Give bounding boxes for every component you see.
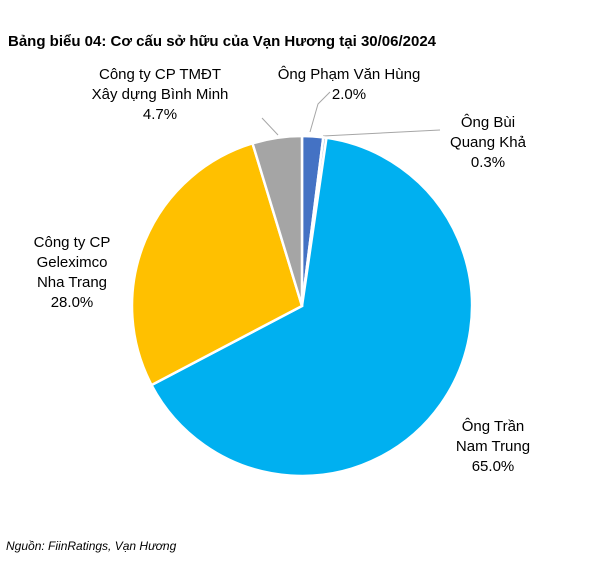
slice-label: Ông Trần bbox=[462, 418, 525, 435]
slice-label: Nam Trung bbox=[456, 438, 530, 455]
pie-slice bbox=[149, 136, 474, 478]
slice-label: Quang Khả bbox=[450, 134, 527, 151]
value-label: 4.7% bbox=[143, 106, 177, 123]
value-label: 0.3% bbox=[471, 154, 505, 171]
slice-label: Nha Trang bbox=[37, 274, 107, 291]
slice-label: Ông Phạm Văn Hùng bbox=[278, 66, 421, 83]
chart-title: Bảng biểu 04: Cơ cấu sở hữu của Vạn Hươn… bbox=[8, 33, 437, 50]
pie-slice bbox=[250, 134, 304, 307]
leader-line bbox=[261, 117, 279, 136]
leader-line bbox=[309, 91, 331, 133]
leader-line bbox=[322, 129, 441, 137]
source-note: Nguồn: FiinRatings, Vạn Hương bbox=[6, 539, 177, 553]
slice-label: Công ty CP bbox=[34, 234, 111, 251]
value-label: 65.0% bbox=[472, 458, 515, 475]
slice-label: Ông Bùi bbox=[461, 114, 515, 131]
slice-label: Công ty CP TMĐT bbox=[99, 66, 221, 83]
slice-label: Xây dựng Bình Minh bbox=[92, 86, 229, 103]
value-label: 2.0% bbox=[332, 86, 366, 103]
pie-slice bbox=[130, 141, 304, 387]
slice-label: Geleximco bbox=[37, 254, 108, 271]
value-label: 28.0% bbox=[51, 294, 94, 311]
